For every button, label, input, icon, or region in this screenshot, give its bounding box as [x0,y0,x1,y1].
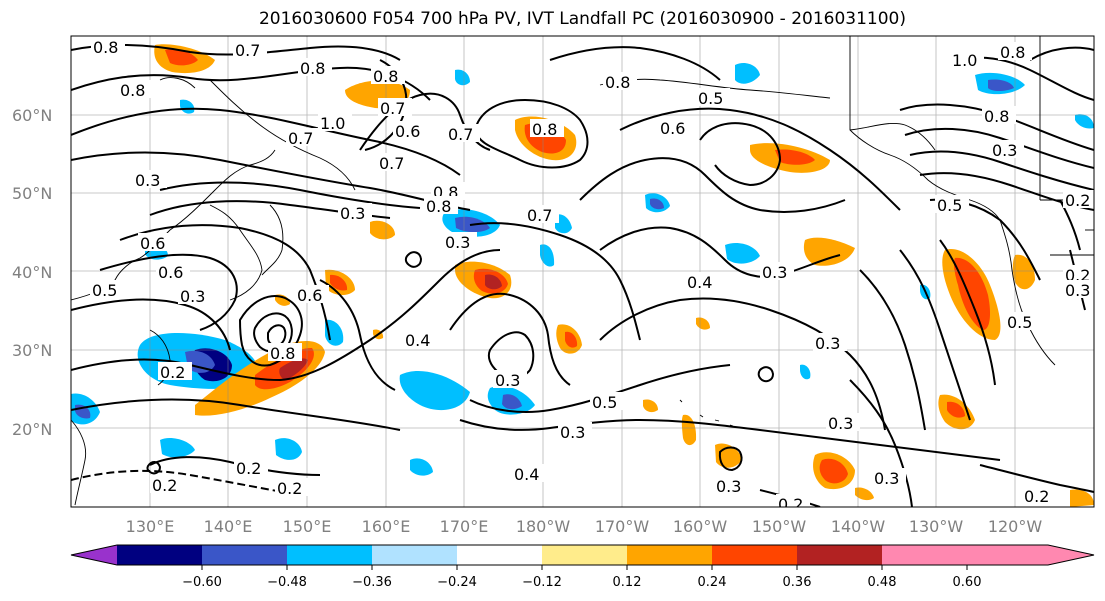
lon-label: 170°W [595,517,650,536]
contour-label: 0.8 [426,197,451,216]
contour-label: 0.3 [1065,281,1090,300]
contour-label: 0.5 [1007,313,1032,332]
negative-anomaly-patch [399,371,470,411]
colorbar-tick-label: −0.12 [522,575,562,590]
contour-label: 0.8 [120,81,145,100]
lat-label: 40°N [12,263,52,282]
contour-label: 0.8 [532,120,557,139]
colorbar-outline [70,544,1095,566]
colorbar-tick-label: −0.24 [437,575,477,590]
contour-label: 0.3 [445,233,470,252]
colorbar-tick-label: 0.60 [953,575,982,590]
lat-label: 20°N [12,420,52,439]
lon-label: 130°E [126,517,175,536]
contour-label: 1.0 [952,51,977,70]
contour-label: 0.4 [405,331,430,350]
lon-label: 160°E [362,517,411,536]
colorbar-segment [457,545,542,565]
map-title: 2016030600 F054 700 hPa PV, IVT Landfall… [258,9,906,29]
pv-contours-dashed [71,469,301,496]
contour-label: 0.3 [828,414,853,433]
colorbar-segment [627,545,712,565]
colorbar-segment [542,545,627,565]
lon-label: 120°W [988,517,1043,536]
contour-label: 0.6 [395,122,420,141]
contour-label: 0.7 [235,41,260,60]
lon-label: 140°W [831,517,886,536]
contour-label: 0.8 [93,38,118,57]
contour-label: 0.3 [560,423,585,442]
colorbar-tick-label: 0.24 [698,575,727,590]
colorbar-segment [882,545,967,565]
colorbar-segment [797,545,882,565]
contour-label: 0.2 [277,479,302,498]
colorbar-tick-label: 0.36 [783,575,812,590]
longitude-labels: 130°E 140°E 150°E 160°E 170°E 180°W 170°… [126,517,1043,536]
contour-label: 0.5 [937,196,962,215]
colorbar: −0.60 −0.48 −0.36 −0.24 −0.12 0.12 0.24 … [70,544,1095,590]
contour-label: 0.3 [992,141,1017,160]
contour-label: 0.3 [180,287,205,306]
colorbar-segment [372,545,457,565]
contour-label: 0.8 [270,344,295,363]
contour-label: 0.3 [716,477,741,496]
lon-label: 130°W [909,517,964,536]
colorbar-tick-label: −0.48 [267,575,307,590]
contour-label: 0.4 [687,273,712,292]
contour-label: 0.3 [495,371,520,390]
contour-label: 0.8 [373,67,398,86]
contour-label: 0.8 [300,59,325,78]
contour-label: 0.2 [778,495,803,514]
contour-label: 0.7 [288,129,313,148]
contour-label: 0.3 [340,204,365,223]
contour-label: 0.3 [815,334,840,353]
contour-label: 0.5 [92,281,117,300]
contour-label: 0.7 [380,99,405,118]
lat-label: 30°N [12,341,52,360]
contour-label: 0.7 [527,206,552,225]
lat-label: 60°N [12,106,52,125]
contour-label: 0.2 [1065,191,1090,210]
colorbar-segment [117,545,202,565]
contour-label: 0.2 [1024,487,1049,506]
colorbar-tick-label: −0.60 [182,575,222,590]
contour-label: 0.8 [1000,43,1025,62]
contour-label: 0.8 [605,73,630,92]
lat-label: 50°N [12,184,52,203]
map-frame [70,35,1095,508]
lon-label: 150°W [752,517,807,536]
latitude-labels: 60°N 50°N 40°N 30°N 20°N [12,106,52,439]
contour-label: 0.6 [660,119,685,138]
colorbar-segment [287,545,372,565]
contour-label: 0.6 [158,263,183,282]
colorbar-extend-min [71,545,117,565]
contour-label: 0.5 [698,89,723,108]
contour-label: 0.3 [135,171,160,190]
contour-label: 1.0 [320,114,345,133]
contour-label: 0.7 [448,125,473,144]
colorbar-tick-label: 0.12 [613,575,642,590]
contour-label: 0.5 [592,393,617,412]
contour-label: 0.4 [514,465,539,484]
contour-label: 0.2 [160,363,185,382]
contour-label-group: 0.8 0.7 0.8 0.8 1.0 0.8 0.7 0.6 0.7 0.8 … [90,37,1094,514]
colorbar-segment [202,545,287,565]
colorbar-tick-label: −0.36 [352,575,392,590]
colorbar-tick-label: 0.48 [868,575,897,590]
lon-label: 180°W [516,517,571,536]
contour-label: 0.2 [152,476,177,495]
contour-label: 0.8 [984,107,1009,126]
lon-label: 140°E [204,517,253,536]
lon-label: 160°W [673,517,728,536]
lon-label: 170°E [440,517,489,536]
colorbar-segment [712,545,797,565]
contour-label: 0.6 [297,286,322,305]
contour-label: 0.6 [140,234,165,253]
contour-label: 0.2 [236,459,261,478]
contour-label: 0.3 [874,469,899,488]
contour-label: 0.7 [379,154,404,173]
contour-label: 0.3 [762,263,787,282]
lon-label: 150°E [283,517,332,536]
